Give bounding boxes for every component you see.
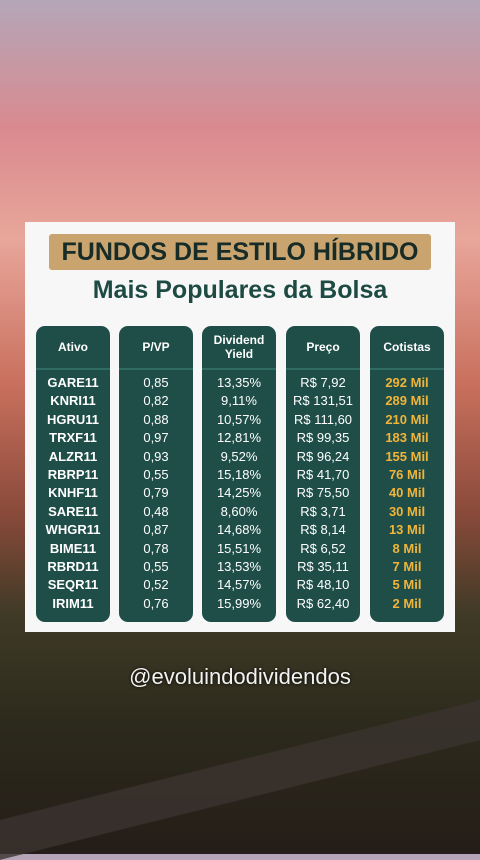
column-header: P/VP — [119, 326, 193, 370]
cell: R$ 131,51 — [293, 393, 353, 409]
cell: 183 Mil — [385, 430, 429, 446]
cell: IRIM11 — [52, 595, 94, 611]
cell: R$ 41,70 — [296, 467, 350, 482]
cell: 15,18% — [216, 467, 262, 482]
cell: 14,25% — [216, 485, 262, 501]
cell: 14,57% — [216, 577, 262, 593]
cell: RBRP11 — [47, 467, 99, 482]
cell: 155 Mil — [385, 448, 429, 464]
cell: 15,51% — [216, 540, 262, 556]
column: Dividend Yield 13,35% 9,11% 10,57% 12,81% 9,5… — [202, 326, 276, 622]
cell: R$ 3,71 — [300, 503, 346, 519]
cell: RBRD11 — [47, 559, 99, 574]
column: Ativo GARE11 KNRI11 HGRU11 TRXF11 ALZR11 RBRP1… — [36, 326, 110, 622]
cell: 13,53% — [216, 559, 262, 574]
cell: TRXF11 — [49, 430, 97, 446]
cell: 5 Mil — [392, 577, 422, 593]
watermark: @evoluindodividendos — [129, 664, 351, 689]
cell: 14,68% — [216, 522, 262, 538]
subtitle: Mais Populares da Bolsa — [92, 276, 388, 304]
cell: 40 Mil — [388, 485, 426, 501]
railing — [0, 700, 480, 860]
cell: 0,76 — [143, 595, 169, 611]
cell: BIME11 — [49, 540, 97, 556]
cell: 8 Mil — [392, 540, 422, 556]
cell: 289 Mil — [385, 393, 429, 409]
cell: 0,97 — [143, 430, 169, 446]
cell: 13 Mil — [388, 522, 426, 538]
cell: R$ 96,24 — [296, 448, 350, 464]
cell: GARE11 — [47, 375, 99, 390]
cell: R$ 7,92 — [300, 375, 346, 390]
cell: 7 Mil — [392, 559, 422, 574]
cell: 10,57% — [216, 411, 262, 427]
cell: 9,52% — [220, 448, 258, 464]
cell: 0,79 — [143, 485, 169, 501]
cell: R$ 48,10 — [296, 577, 350, 593]
cell: 0,87 — [143, 522, 169, 538]
cell: 210 Mil — [385, 411, 429, 427]
cell: 0,52 — [143, 577, 169, 593]
column: Preço R$ 7,92 R$ 131,51 R$ 111,60 R$ 99,35 R$… — [286, 326, 360, 622]
title: FUNDOS DE ESTILO HÍBRIDO — [49, 234, 431, 270]
column: P/VP 0,85 0,82 0,88 0,97 0,93 0,55 0,79 0,48 0,87… — [119, 326, 193, 622]
cell: HGRU11 — [46, 411, 100, 427]
column: Cotistas 292 Mil 289 Mil 210 Mil 183 Mil 155 … — [370, 326, 444, 622]
column-header: Preço — [286, 326, 360, 370]
column-header: Cotistas — [370, 326, 444, 370]
cell: SARE11 — [48, 503, 98, 519]
cell: R$ 99,35 — [296, 430, 350, 446]
cell: 15,99% — [216, 595, 262, 611]
cell: 0,93 — [143, 448, 169, 464]
cell: 9,11% — [221, 393, 257, 409]
cell: 0,78 — [143, 540, 169, 556]
cell: WHGR11 — [45, 522, 101, 538]
cell: 0,48 — [143, 503, 169, 519]
cell: R$ 35,11 — [297, 559, 349, 574]
column-header: Ativo — [36, 326, 110, 370]
cell: R$ 6,52 — [300, 540, 346, 556]
cell: R$ 75,50 — [296, 485, 350, 501]
cell: KNRI11 — [50, 393, 96, 409]
cell: 0,85 — [143, 375, 169, 390]
cell: R$ 62,40 — [296, 595, 350, 611]
cell: ALZR11 — [48, 448, 98, 464]
cell: 13,35% — [216, 375, 262, 390]
cell: 0,82 — [143, 393, 169, 409]
cell: 0,55 — [143, 467, 169, 482]
cell: 30 Mil — [388, 503, 426, 519]
cell: KNHF11 — [48, 485, 98, 501]
cell: R$ 111,60 — [293, 411, 353, 427]
cell: 0,88 — [143, 411, 169, 427]
cell: R$ 8,14 — [300, 522, 346, 538]
cell: 292 Mil — [385, 375, 429, 390]
cell: 8,60% — [220, 503, 258, 519]
cell: 2 Mil — [392, 595, 422, 611]
column-header: Dividend Yield — [202, 326, 276, 370]
cell: SEQR11 — [47, 577, 99, 593]
cell: 12,81% — [216, 430, 262, 446]
cell: 76 Mil — [388, 467, 426, 482]
cell: 0,55 — [143, 559, 169, 574]
